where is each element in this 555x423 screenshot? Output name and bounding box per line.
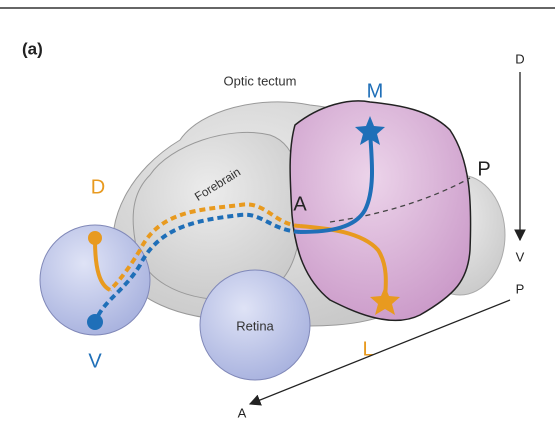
optic-tectum-shape (290, 101, 470, 320)
axis-dv-start: D (515, 51, 524, 66)
retina-label: Retina (236, 318, 274, 333)
panel-label: (a) (22, 39, 43, 58)
marker-a: A (293, 193, 307, 215)
marker-d: D (91, 176, 105, 198)
ventral-dot (87, 314, 103, 330)
marker-v: V (88, 350, 102, 372)
marker-p: P (477, 158, 490, 180)
axis-pa-end: A (238, 405, 247, 420)
axis-dv-end: V (516, 249, 525, 264)
axis-pa-start: P (516, 281, 525, 296)
marker-m: M (367, 80, 384, 102)
dorsal-dot (88, 231, 102, 245)
optic-tectum-label: Optic tectum (224, 73, 297, 88)
diagram: (a) Optic tectum Forebrain Retina M P A … (0, 0, 555, 423)
